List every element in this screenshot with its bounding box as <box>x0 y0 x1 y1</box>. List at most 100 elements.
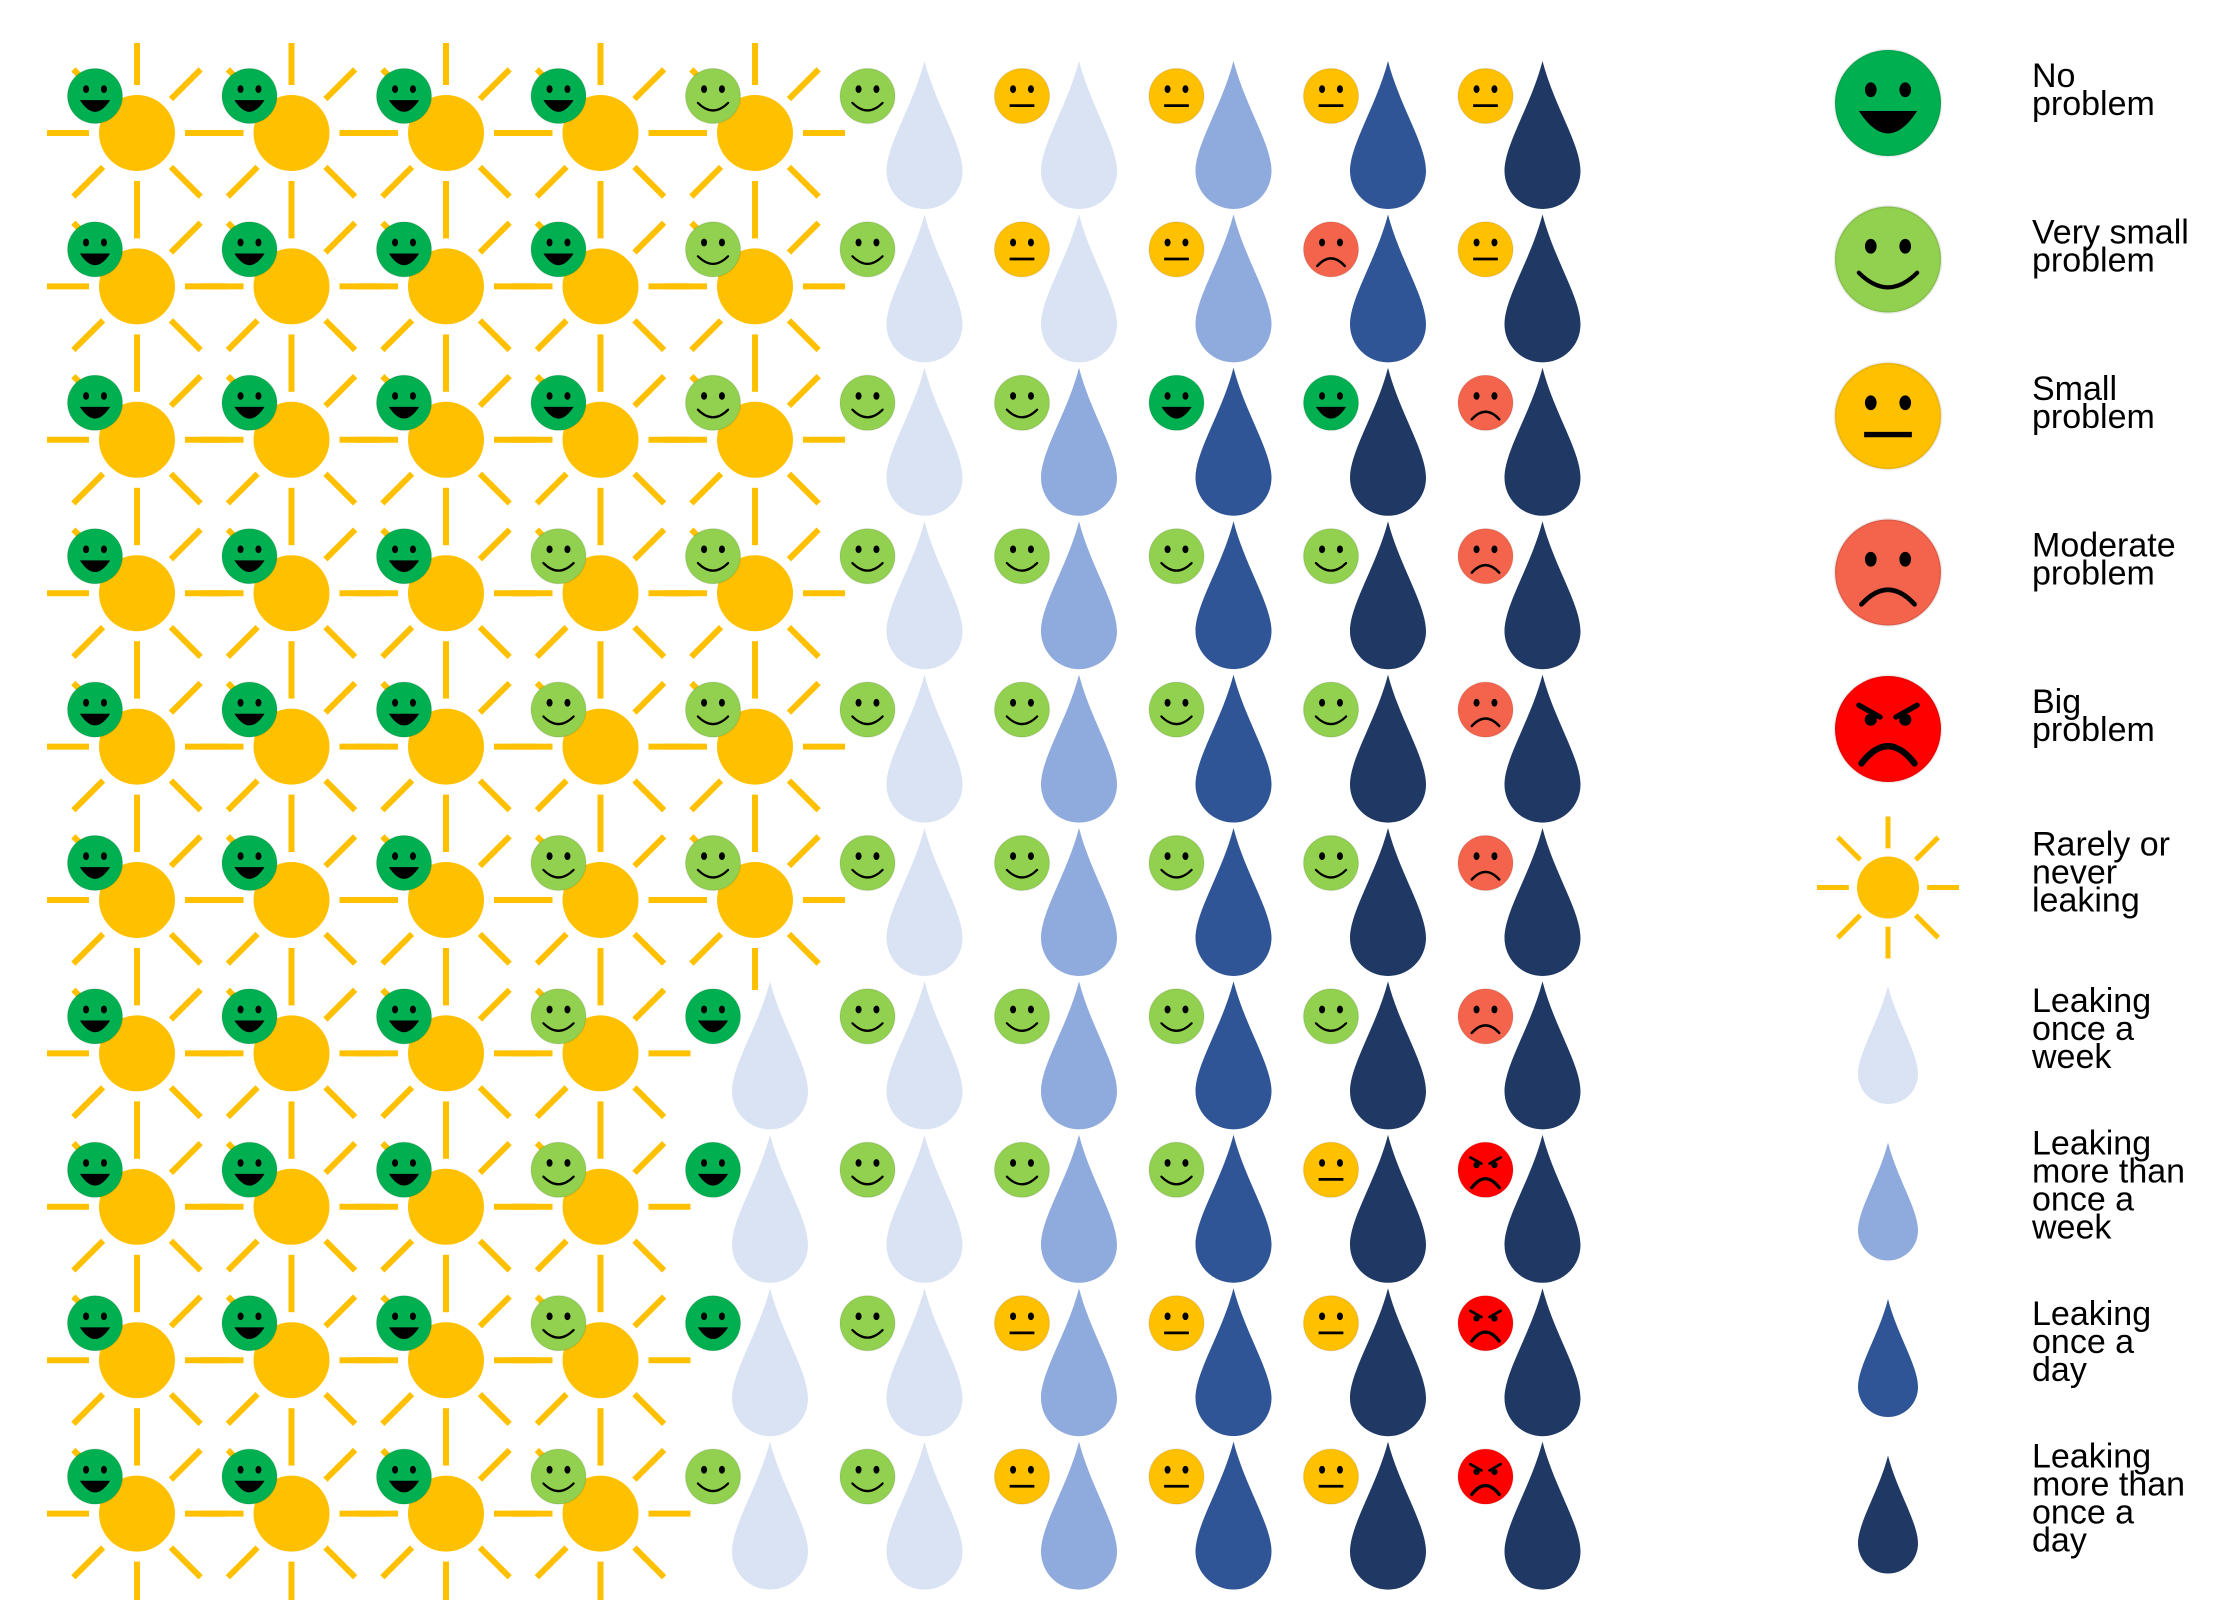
grid-cell <box>201 656 382 837</box>
legend-label-line: Leaking <box>2032 1438 2151 1476</box>
leak-more-day-drop-icon <box>1350 1134 1426 1283</box>
no-problem-face-icon <box>66 1141 124 1198</box>
leak-more-week-drop-icon <box>1858 1142 1918 1261</box>
grid-cell <box>1302 214 1426 363</box>
grid-cell <box>839 674 963 823</box>
sun-icon <box>47 43 227 223</box>
very-small-problem-face-icon <box>1302 834 1360 892</box>
very-small-problem-face-icon <box>839 374 896 431</box>
no-problem-face-icon <box>66 834 124 892</box>
sun-icon <box>665 349 845 530</box>
sun-icon <box>47 656 227 837</box>
leak-day-drop-icon <box>1195 367 1272 516</box>
sun-icon <box>356 503 536 684</box>
leak-more-day-drop-icon <box>1350 981 1426 1130</box>
grid-cell <box>1457 1441 1581 1590</box>
grid-cell <box>1457 214 1581 363</box>
grid-cell <box>1148 521 1272 670</box>
grid-cell <box>201 810 382 990</box>
small-problem-face-icon <box>993 221 1051 278</box>
legend-label-line: Moderate <box>2032 527 2176 565</box>
leak-week-drop-icon <box>732 1134 808 1283</box>
leak-day-drop-icon <box>1195 828 1272 976</box>
no-problem-face-icon <box>375 221 433 278</box>
no-problem-face-icon <box>375 67 433 125</box>
very-small-problem-face-icon <box>839 681 896 738</box>
legend-label-line: more than <box>2032 1153 2185 1191</box>
leak-day-drop-icon <box>1350 214 1426 363</box>
grid-cell <box>1148 61 1272 209</box>
no-problem-face-icon <box>221 374 278 431</box>
grid-cell <box>1302 1441 1426 1590</box>
very-small-problem-face-icon <box>839 221 896 278</box>
grid-cell <box>993 1134 1117 1283</box>
leak-day-drop-icon <box>1195 1134 1272 1283</box>
small-problem-face-icon <box>1302 1141 1360 1198</box>
very-small-problem-face-icon <box>684 834 742 892</box>
leak-more-day-drop-icon <box>1504 521 1581 670</box>
no-problem-face-icon <box>375 1141 433 1198</box>
moderate-problem-face-icon <box>1457 374 1514 431</box>
no-problem-face-icon <box>684 988 742 1045</box>
grid-cell <box>1302 61 1426 209</box>
leak-more-day-drop-icon <box>1504 981 1581 1130</box>
leak-week-drop-icon <box>886 1134 963 1283</box>
sun-icon <box>665 196 845 377</box>
no-problem-face-icon <box>221 221 278 278</box>
sun-icon <box>356 43 536 223</box>
legend-label-line: problem <box>2032 398 2155 436</box>
grid-cell <box>510 810 691 990</box>
no-problem-face-icon <box>375 681 433 738</box>
sun-icon <box>47 1270 227 1451</box>
grid-cell <box>356 1116 536 1297</box>
grid-cell <box>356 963 536 1144</box>
sun-icon <box>201 1423 382 1600</box>
grid-cell <box>839 1134 963 1283</box>
legend-label-line: problem <box>2032 555 2155 593</box>
moderate-problem-face-icon <box>1457 528 1514 585</box>
leak-week-drop-icon <box>886 674 963 823</box>
leak-more-day-drop-icon <box>1504 367 1581 516</box>
leak-more-week-drop-icon <box>1195 61 1272 209</box>
very-small-problem-face-icon <box>684 528 742 585</box>
sun-icon <box>201 963 382 1144</box>
grid-cell <box>665 503 845 684</box>
grid-cell <box>1148 674 1272 823</box>
no-problem-face-icon <box>684 1295 742 1352</box>
leak-week-drop-icon <box>886 981 963 1130</box>
leak-week-drop-icon <box>1041 61 1117 209</box>
no-problem-face-icon <box>66 528 124 585</box>
grid-cell <box>684 1288 808 1437</box>
leak-more-day-drop-icon <box>1504 1134 1581 1283</box>
no-problem-face-icon <box>66 374 124 431</box>
sun-icon <box>47 196 227 377</box>
no-problem-face-icon <box>375 528 433 585</box>
sun-icon <box>1817 816 1959 959</box>
grid-cell <box>510 349 691 530</box>
big-problem-face-icon <box>1457 1448 1514 1505</box>
leak-more-day-drop-icon <box>1504 674 1581 823</box>
legend-label-line: once a <box>2032 1494 2134 1532</box>
sun-icon <box>201 349 382 530</box>
very-small-problem-face-icon <box>530 1141 587 1198</box>
small-problem-face-icon <box>1457 221 1514 278</box>
legend-label-line: problem <box>2032 242 2155 280</box>
no-problem-face-icon <box>375 988 433 1045</box>
sun-icon <box>201 1116 382 1297</box>
grid-cell <box>993 1441 1117 1590</box>
sun-icon <box>510 1423 691 1600</box>
grid-cell <box>993 1288 1117 1437</box>
very-small-problem-face-icon <box>530 834 587 892</box>
very-small-problem-face-icon <box>530 681 587 738</box>
small-problem-face-icon <box>1302 1448 1360 1505</box>
grid-cell <box>1148 214 1272 363</box>
grid-cell <box>510 196 691 377</box>
legend-label-line: day <box>2032 1522 2087 1560</box>
grid-cell <box>1457 1288 1581 1437</box>
grid-cell <box>201 1423 382 1600</box>
very-small-problem-face-icon <box>1302 528 1360 585</box>
very-small-problem-face-icon <box>1148 1141 1205 1198</box>
